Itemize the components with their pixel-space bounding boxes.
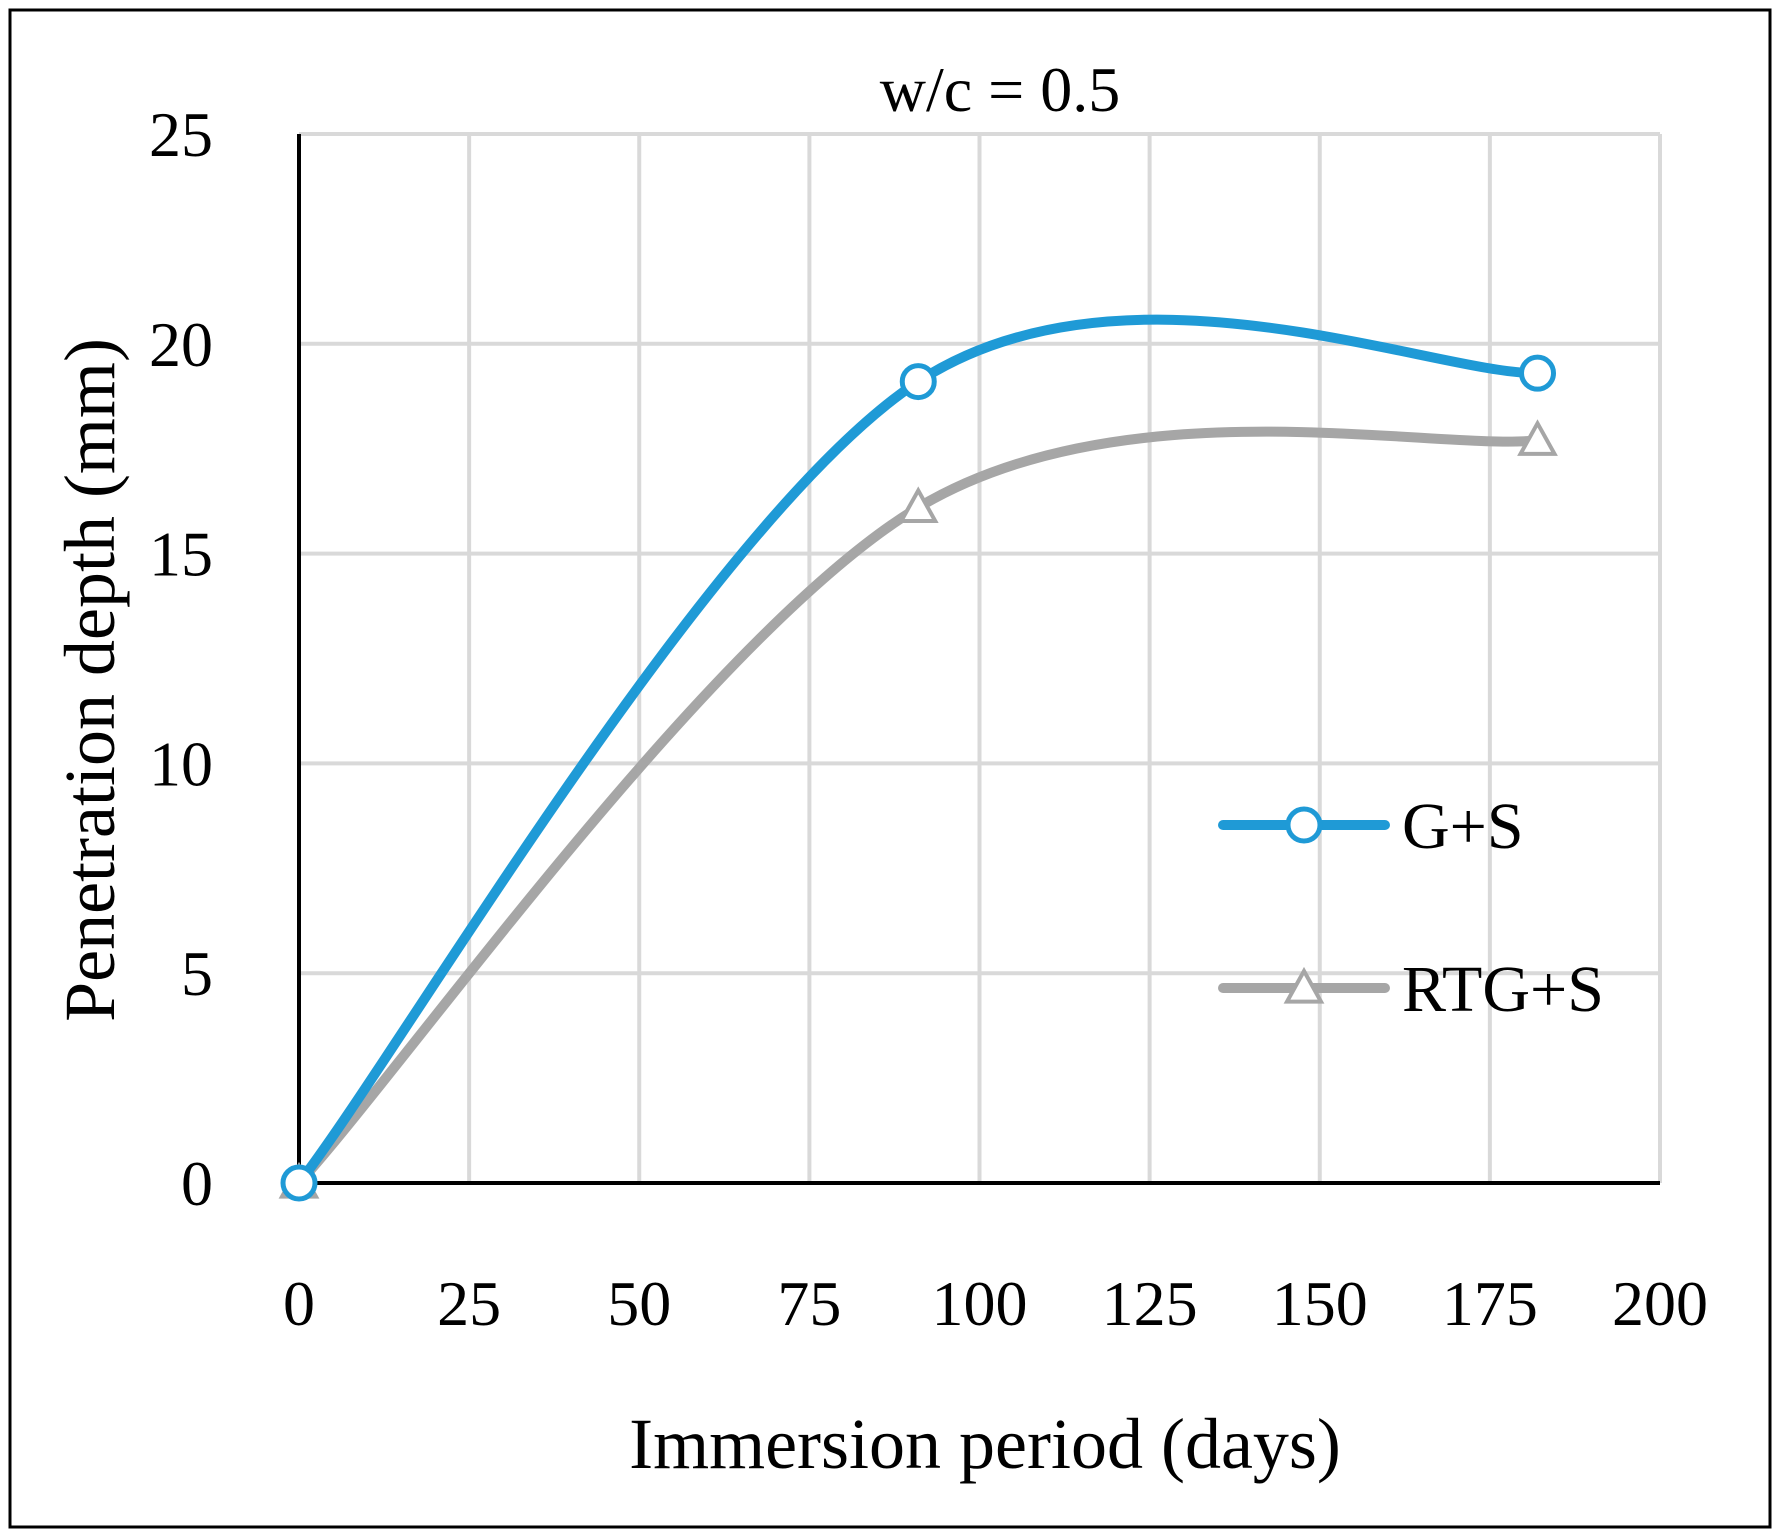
series-line-G+S bbox=[294, 314, 1543, 1188]
x-axis-label: Immersion period (days) bbox=[629, 1404, 1341, 1484]
axes bbox=[297, 134, 1660, 1185]
data-point-G+S bbox=[899, 363, 937, 401]
x-tick-label: 200 bbox=[1612, 1268, 1708, 1339]
data-point-RTG+S bbox=[1517, 419, 1558, 456]
series bbox=[278, 314, 1558, 1202]
legend-marker bbox=[1285, 806, 1323, 844]
data-point-G+S bbox=[280, 1164, 318, 1202]
x-tick-label: 100 bbox=[932, 1268, 1028, 1339]
y-tick-label: 25 bbox=[149, 99, 213, 170]
legend-label: G+S bbox=[1402, 790, 1524, 863]
y-axis-label: Penetration depth (mm) bbox=[50, 338, 130, 1022]
x-tick-labels: 0 25 50 75 100 125 150 175 200 bbox=[283, 1268, 1708, 1339]
data-point-RTG+S bbox=[897, 486, 939, 524]
legend-marker bbox=[1283, 966, 1325, 1004]
x-tick-label: 75 bbox=[777, 1268, 841, 1339]
y-tick-labels: 0 5 10 15 20 25 bbox=[149, 99, 213, 1219]
y-tick-label: 0 bbox=[181, 1148, 213, 1219]
y-tick-label: 15 bbox=[149, 519, 213, 590]
x-tick-label: 50 bbox=[607, 1268, 671, 1339]
x-tick-label: 125 bbox=[1102, 1268, 1198, 1339]
legend: G+S RTG+S bbox=[1218, 790, 1604, 1026]
data-point-G+S bbox=[1519, 354, 1557, 392]
y-tick-label: 20 bbox=[149, 309, 213, 380]
legend-label: RTG+S bbox=[1402, 953, 1604, 1026]
x-tick-label: 150 bbox=[1272, 1268, 1368, 1339]
series-line-RTG+S bbox=[294, 426, 1543, 1188]
chart-title: w/c = 0.5 bbox=[880, 54, 1121, 125]
y-tick-label: 10 bbox=[149, 728, 213, 799]
figure-frame bbox=[8, 8, 1772, 1529]
x-tick-label: 25 bbox=[437, 1268, 501, 1339]
x-tick-label: 0 bbox=[283, 1268, 315, 1339]
x-tick-label: 175 bbox=[1442, 1268, 1538, 1339]
y-tick-label: 5 bbox=[181, 938, 213, 1009]
